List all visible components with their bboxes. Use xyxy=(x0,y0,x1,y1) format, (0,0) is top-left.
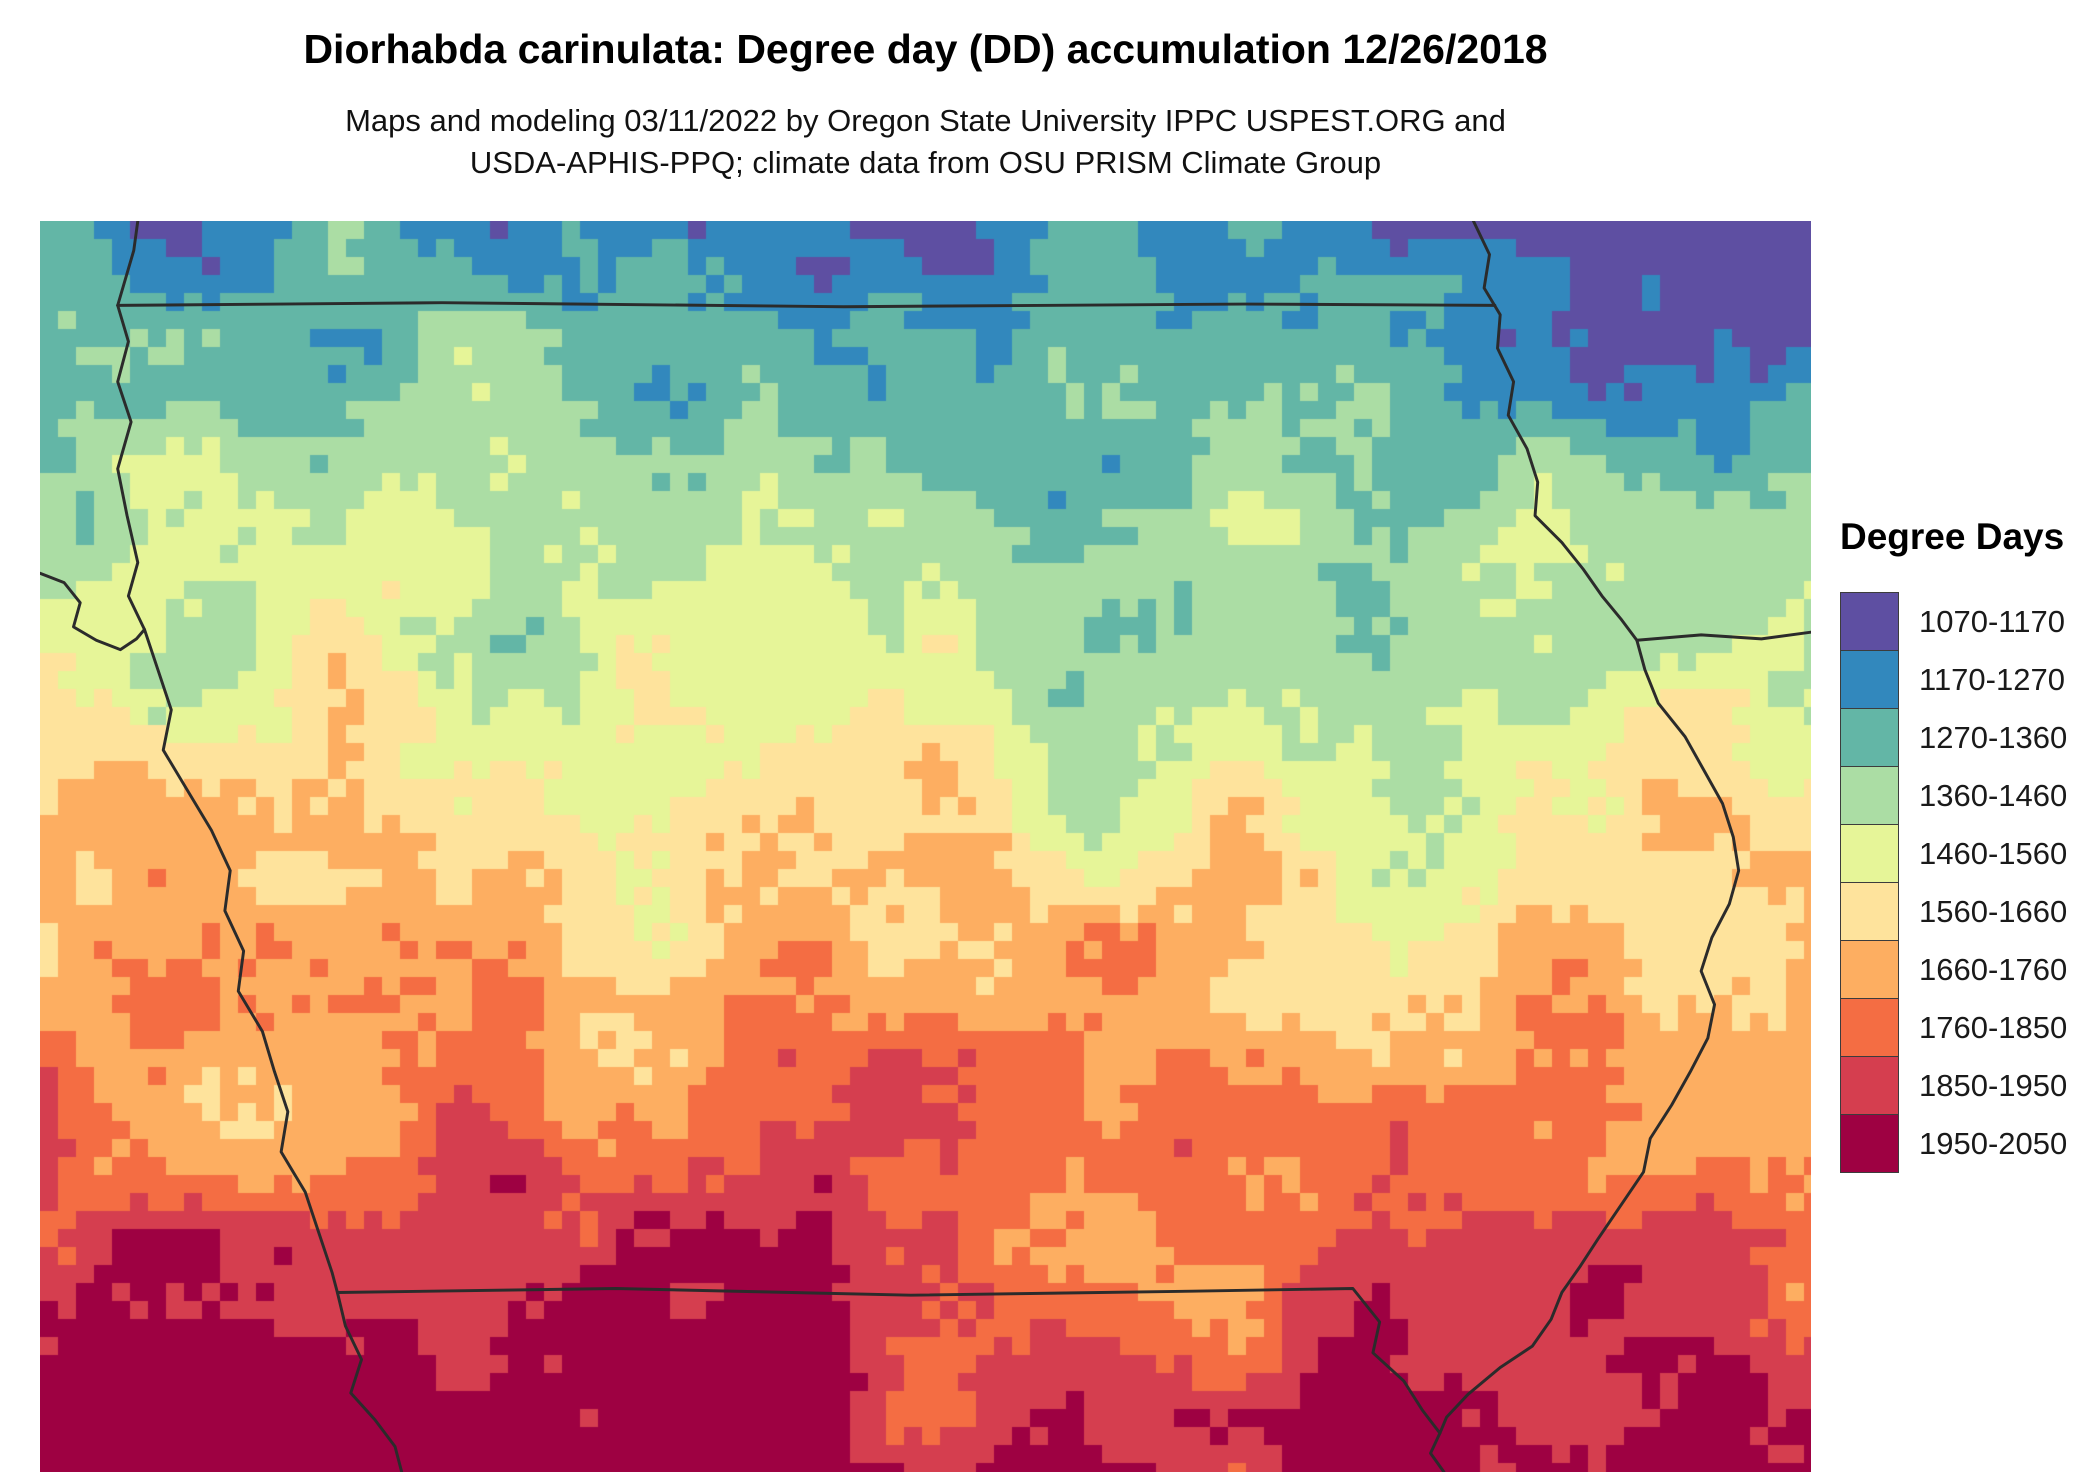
legend-swatch xyxy=(1840,766,1899,825)
legend-label: 1460-1560 xyxy=(1919,835,2068,871)
legend: Degree Days 1070-1170 1170-1270 1270-136… xyxy=(1840,516,2090,1173)
legend-label: 1170-1270 xyxy=(1919,661,2065,697)
legend-row: 1950-2050 xyxy=(1840,1114,2090,1173)
map-title: Diorhabda carinulata: Degree day (DD) ac… xyxy=(303,26,1548,72)
legend-label: 1070-1170 xyxy=(1919,603,2065,639)
legend-row: 1170-1270 xyxy=(1840,650,2090,709)
legend-title: Degree Days xyxy=(1840,516,2065,557)
legend-row: 1660-1760 xyxy=(1840,940,2090,999)
legend-swatch xyxy=(1840,650,1899,709)
iowa-south-border xyxy=(335,1287,1446,1472)
legend-label: 1560-1660 xyxy=(1919,893,2068,929)
map-subtitle-line2: USDA-APHIS-PPQ; climate data from OSU PR… xyxy=(469,145,1382,180)
legend-swatch xyxy=(1840,592,1899,651)
legend-row: 1270-1360 xyxy=(1840,708,2090,767)
legend-label: 1360-1460 xyxy=(1919,777,2068,813)
legend-swatch xyxy=(1840,1114,1899,1173)
legend-entries: 1070-1170 1170-1270 1270-1360 1360-1460 … xyxy=(1840,592,2090,1173)
legend-swatch xyxy=(1840,940,1899,999)
legend-row: 1070-1170 xyxy=(1840,592,2090,651)
legend-label: 1950-2050 xyxy=(1919,1125,2068,1161)
header: Diorhabda carinulata: Degree day (DD) ac… xyxy=(40,26,1811,184)
legend-label: 1760-1850 xyxy=(1919,1009,2068,1045)
wisconsin-illinois-border xyxy=(1635,630,1811,642)
legend-swatch xyxy=(1840,824,1899,883)
legend-swatch xyxy=(1840,882,1899,941)
state-borders-overlay xyxy=(40,221,1811,1472)
legend-row: 1360-1460 xyxy=(1840,766,2090,825)
legend-swatch xyxy=(1840,1056,1899,1115)
legend-swatch xyxy=(1840,708,1899,767)
map-subtitle: Maps and modeling 03/11/2022 by Oregon S… xyxy=(40,100,1811,184)
legend-label: 1270-1360 xyxy=(1919,719,2068,755)
legend-swatch xyxy=(1840,998,1899,1057)
legend-label: 1850-1950 xyxy=(1919,1067,2068,1103)
legend-row: 1760-1850 xyxy=(1840,998,2090,1057)
minnesota-southdakota-border xyxy=(116,221,140,307)
legend-row: 1460-1560 xyxy=(1840,824,2090,883)
iowa-east-border-mississippi-river xyxy=(1438,221,1741,1435)
map xyxy=(40,221,1811,1472)
legend-label: 1660-1760 xyxy=(1919,951,2068,987)
legend-row: 1560-1660 xyxy=(1840,882,2090,941)
map-subtitle-line1: Maps and modeling 03/11/2022 by Oregon S… xyxy=(345,103,1506,138)
southdakota-nebraska-border xyxy=(40,571,146,652)
iowa-north-border xyxy=(116,301,1497,309)
state-borders-group xyxy=(40,221,1811,1472)
iowa-west-border-missouri-river xyxy=(116,303,404,1472)
legend-row: 1850-1950 xyxy=(1840,1056,2090,1115)
